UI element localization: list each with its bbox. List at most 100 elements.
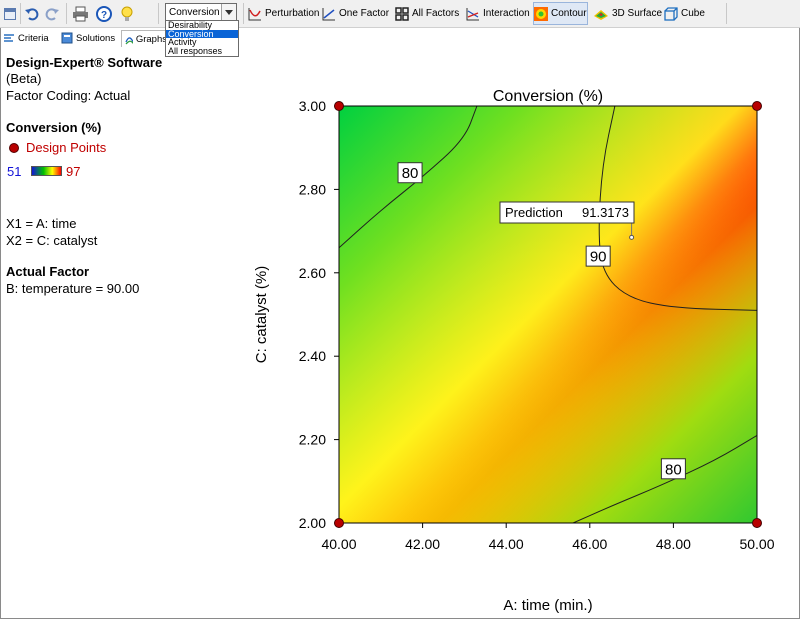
y-tick-label: 2.00 <box>299 515 326 531</box>
design-points-label: Design Points <box>26 140 107 155</box>
perturbation-label: Perturbation <box>265 8 320 19</box>
prediction-flag[interactable]: Prediction 91.3173 <box>499 201 635 240</box>
help-button[interactable]: ? <box>96 3 115 24</box>
all-factors-icon <box>395 6 409 21</box>
y-tick-label: 3.00 <box>299 98 326 114</box>
x2-definition: X2 = C: catalyst <box>6 233 98 248</box>
tab-criteria[interactable]: Criteria <box>3 30 49 46</box>
contour-lines <box>339 106 757 523</box>
one-factor-icon <box>322 7 335 20</box>
cube-button[interactable]: Cube <box>664 3 705 24</box>
interaction-button[interactable]: Interaction <box>466 3 530 24</box>
x-tick-label: 42.00 <box>405 536 440 552</box>
contour-line-80 <box>339 106 478 249</box>
dropdown-option-activity[interactable]: Activity <box>168 37 197 48</box>
tab-graphs-label: Graphs <box>135 33 167 45</box>
contour-label-box <box>397 162 423 184</box>
interaction-label: Interaction <box>483 8 530 19</box>
one-factor-label: One Factor <box>339 8 390 19</box>
prediction-point[interactable] <box>629 234 635 240</box>
contour-label-80: 80 <box>402 165 419 182</box>
undo-icon <box>25 7 39 20</box>
dropdown-option-conversion[interactable]: Conversion <box>166 29 238 39</box>
svg-text:?: ? <box>101 10 107 21</box>
response-title: Conversion (%) <box>6 120 102 135</box>
factor-coding: Factor Coding: Actual <box>6 88 131 103</box>
response-dropdown-list: Desirability Conversion Activity All res… <box>165 20 239 57</box>
one-factor-button[interactable]: One Factor <box>322 3 389 24</box>
perturbation-button[interactable]: Perturbation <box>248 3 319 24</box>
color-scale-bar <box>31 166 62 176</box>
criteria-icon <box>4 34 14 42</box>
x-tick-label: 50.00 <box>739 536 774 552</box>
printer-icon <box>73 6 88 21</box>
software-name: Design-Expert® Software <box>6 55 163 70</box>
design-points[interactable] <box>334 101 762 528</box>
tab-solutions-label: Solutions <box>76 32 116 44</box>
x-tick-label: 46.00 <box>572 536 607 552</box>
design-point[interactable] <box>334 101 344 111</box>
tab-graphs[interactable]: Graphs <box>121 30 171 47</box>
redo-icon <box>45 7 59 20</box>
all-factors-label: All Factors <box>412 8 460 19</box>
chart-title: Conversion (%) <box>493 88 603 105</box>
y-tick-label: 2.40 <box>299 348 326 364</box>
redo-button[interactable] <box>44 3 63 24</box>
contour-label-box <box>660 458 686 480</box>
all-factors-button[interactable]: All Factors <box>395 3 459 24</box>
prediction-box <box>499 201 635 224</box>
x-tick-label: 48.00 <box>656 536 691 552</box>
scale-max: 97 <box>66 164 81 179</box>
contour-label-90: 90 <box>590 249 607 266</box>
x-tick-label: 44.00 <box>489 536 524 552</box>
contour-label: Contour <box>551 8 587 19</box>
contour-button[interactable]: Contour <box>533 2 588 25</box>
graphs-icon <box>125 37 133 45</box>
actual-factor-title: Actual Factor <box>6 264 90 279</box>
tip-button[interactable] <box>120 3 137 24</box>
print-button[interactable] <box>72 3 92 24</box>
tab-criteria-label: Criteria <box>18 32 49 44</box>
y-tick-label: 2.60 <box>299 265 326 281</box>
solutions-icon <box>61 32 73 44</box>
y-axis-label: C: catalyst (%) <box>253 266 270 364</box>
y-tick-label: 2.20 <box>299 432 326 448</box>
prediction-label: Prediction <box>505 205 563 220</box>
contour-line-80 <box>572 435 757 523</box>
contour-labels: 80 80 90 <box>397 162 686 480</box>
prediction-value: 91.3173 <box>582 205 629 220</box>
3d-surface-icon <box>594 9 608 20</box>
response-select[interactable]: Conversion <box>165 3 237 21</box>
scale-min: 51 <box>7 164 22 179</box>
window-icon-button[interactable] <box>4 3 19 24</box>
design-point[interactable] <box>752 518 762 528</box>
plot-frame <box>338 105 758 524</box>
window-icon <box>4 7 16 20</box>
contour-label-box <box>585 245 611 267</box>
toolbar: ? Conversion Perturbation One Factor All… <box>0 0 800 28</box>
response-select-value: Conversion <box>169 6 220 18</box>
view-tabs: Criteria Solutions Graphs <box>0 28 800 47</box>
cube-label: Cube <box>681 8 705 19</box>
tab-solutions[interactable]: Solutions <box>61 30 115 46</box>
contour-line-90 <box>598 106 757 311</box>
y-tick-label: 2.80 <box>299 181 326 197</box>
chevron-down-icon[interactable] <box>221 4 236 20</box>
design-point-marker <box>9 143 19 153</box>
undo-button[interactable] <box>24 3 43 24</box>
dropdown-option-desirability[interactable]: Desirability <box>168 20 213 30</box>
dropdown-option-all-responses[interactable]: All responses <box>168 45 223 56</box>
interaction-icon <box>466 7 479 20</box>
software-version: (Beta) <box>6 71 42 86</box>
x-tick-label: 40.00 <box>321 536 356 552</box>
design-point[interactable] <box>334 518 344 528</box>
3d-surface-button[interactable]: 3D Surface <box>593 3 662 24</box>
contour-icon <box>534 6 548 21</box>
axes: 40.00 42.00 44.00 46.00 48.00 50.00 2.00 2.20 2.… <box>299 98 775 552</box>
design-point[interactable] <box>752 101 762 111</box>
actual-factor-value: B: temperature = 90.00 <box>6 281 140 296</box>
x1-definition: X1 = A: time <box>6 216 77 231</box>
help-icon: ? <box>96 5 112 22</box>
perturbation-icon <box>248 7 261 20</box>
